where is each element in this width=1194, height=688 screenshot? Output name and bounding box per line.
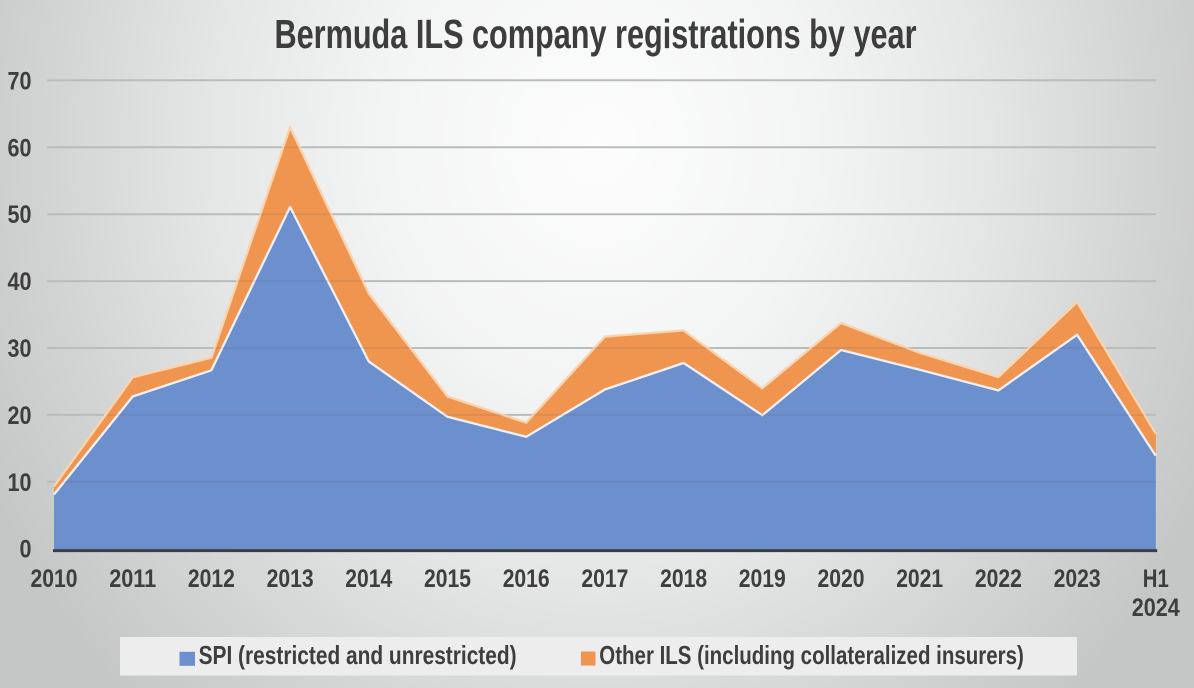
svg-text:20: 20 bbox=[8, 402, 32, 430]
svg-text:10: 10 bbox=[8, 469, 32, 497]
svg-text:2010: 2010 bbox=[31, 565, 78, 593]
svg-text:2011: 2011 bbox=[109, 565, 156, 593]
svg-text:2022: 2022 bbox=[975, 565, 1022, 593]
svg-text:40: 40 bbox=[8, 268, 32, 296]
svg-text:2013: 2013 bbox=[267, 565, 314, 593]
svg-text:Bermuda ILS company registrati: Bermuda ILS company registrations by yea… bbox=[275, 11, 917, 57]
svg-text:2024: 2024 bbox=[1132, 594, 1180, 622]
svg-text:H1: H1 bbox=[1143, 565, 1169, 593]
svg-text:2018: 2018 bbox=[660, 565, 707, 593]
svg-text:0: 0 bbox=[20, 536, 32, 564]
svg-text:2023: 2023 bbox=[1054, 565, 1101, 593]
svg-text:2020: 2020 bbox=[818, 565, 865, 593]
svg-text:2012: 2012 bbox=[188, 565, 235, 593]
svg-text:30: 30 bbox=[8, 335, 32, 363]
svg-text:60: 60 bbox=[8, 134, 32, 162]
svg-text:2017: 2017 bbox=[581, 565, 628, 593]
svg-text:SPI (restricted and unrestrict: SPI (restricted and unrestricted) bbox=[199, 640, 517, 670]
svg-text:2015: 2015 bbox=[424, 565, 471, 593]
svg-text:2021: 2021 bbox=[896, 565, 943, 593]
svg-text:2014: 2014 bbox=[345, 565, 392, 593]
svg-text:2019: 2019 bbox=[739, 565, 786, 593]
svg-text:Other ILS (including collatera: Other ILS (including collateralized insu… bbox=[599, 640, 1024, 670]
svg-text:2016: 2016 bbox=[503, 565, 550, 593]
svg-text:70: 70 bbox=[8, 67, 32, 95]
svg-text:50: 50 bbox=[8, 201, 32, 229]
